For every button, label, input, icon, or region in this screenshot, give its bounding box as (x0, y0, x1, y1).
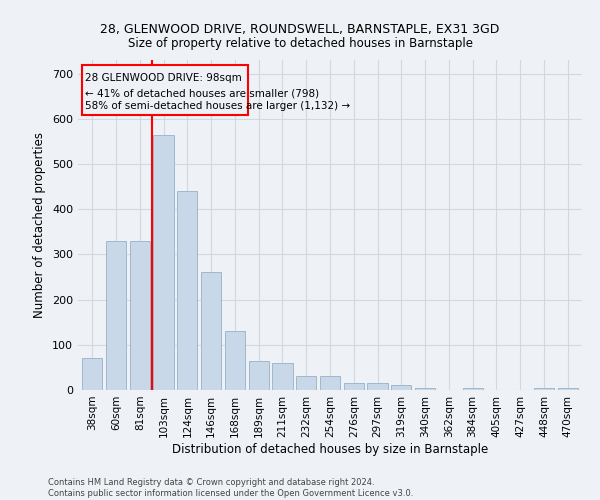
Bar (557, 388, 578, 390)
Text: 28 GLENWOOD DRIVE: 98sqm: 28 GLENWOOD DRIVE: 98sqm (85, 72, 242, 83)
Bar (106, 241, 126, 390)
X-axis label: Distribution of detached houses by size in Barnstaple: Distribution of detached houses by size … (172, 442, 488, 456)
Bar (82, 358, 103, 390)
Bar (154, 134, 173, 390)
Bar (177, 191, 197, 390)
Y-axis label: Number of detached properties: Number of detached properties (34, 132, 46, 318)
Bar (320, 376, 340, 390)
Bar (272, 363, 293, 390)
Bar (248, 360, 269, 390)
Bar (344, 383, 364, 390)
Bar (201, 272, 221, 390)
Text: Contains HM Land Registry data © Crown copyright and database right 2024.
Contai: Contains HM Land Registry data © Crown c… (48, 478, 413, 498)
Bar (130, 241, 150, 390)
Text: ← 41% of detached houses are smaller (798): ← 41% of detached houses are smaller (79… (85, 88, 319, 98)
Bar (415, 388, 435, 390)
FancyBboxPatch shape (82, 64, 248, 115)
Text: Size of property relative to detached houses in Barnstaple: Size of property relative to detached ho… (128, 38, 473, 51)
Bar (296, 376, 316, 390)
Bar (391, 386, 412, 390)
Text: 58% of semi-detached houses are larger (1,132) →: 58% of semi-detached houses are larger (… (85, 100, 350, 110)
Bar (367, 383, 388, 390)
Bar (225, 331, 245, 390)
Text: 28, GLENWOOD DRIVE, ROUNDSWELL, BARNSTAPLE, EX31 3GD: 28, GLENWOOD DRIVE, ROUNDSWELL, BARNSTAP… (100, 22, 500, 36)
Bar (463, 388, 483, 390)
Bar (534, 388, 554, 390)
